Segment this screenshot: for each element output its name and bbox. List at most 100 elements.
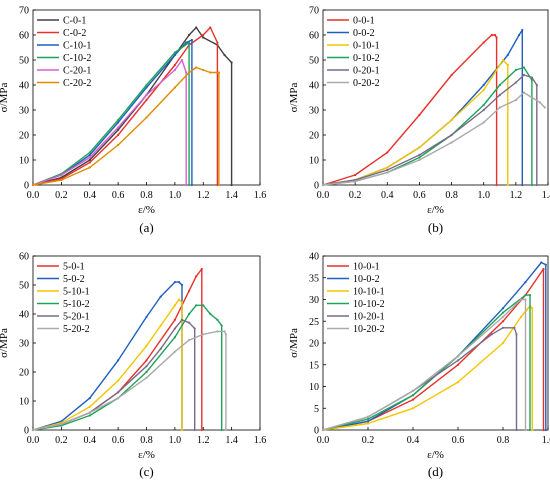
data-point-5-0-2 [88, 397, 91, 400]
x-tick-label: 1.0 [169, 435, 182, 446]
x-tick-label: 0.6 [112, 190, 125, 201]
series-line-5-20-1 [32, 319, 196, 431]
y-tick-label: 30 [309, 106, 319, 117]
data-point-0-20-2 [321, 183, 325, 187]
legend-label-0-0-1: 0-0-1 [353, 16, 375, 27]
data-point-0-10-2 [418, 156, 421, 159]
y-tick-label: 10 [309, 382, 319, 393]
data-point-5-0-1 [145, 359, 148, 362]
x-axis-label: ε/% [138, 204, 155, 216]
data-point-0-10-2 [498, 83, 501, 87]
data-point-10-0-1 [456, 363, 460, 366]
legend-label-0-0-2: 0-0-2 [353, 28, 375, 39]
data-point-0-0-1 [354, 173, 357, 177]
x-tick-label: 1.4 [225, 435, 238, 446]
data-point-5-20-1 [193, 327, 196, 330]
data-point-0-20-2 [543, 106, 546, 109]
data-point-C-20-2 [88, 166, 91, 169]
data-point-5-10-2 [88, 414, 91, 417]
data-point-C-20-2 [31, 183, 35, 187]
series-line-5-10-2 [32, 304, 223, 431]
data-point-C-20-1 [180, 58, 184, 62]
panel-label: (a) [139, 220, 153, 235]
legend-label-5-10-2: 5-10-2 [63, 299, 90, 310]
data-point-C-0-2 [145, 98, 148, 102]
data-point-10-0-1 [501, 320, 505, 323]
y-tick-label: 30 [19, 339, 29, 350]
data-point-C-10-2 [117, 118, 120, 122]
data-point-10-10-2 [411, 394, 415, 397]
legend-label-0-20-2: 0-20-2 [353, 78, 380, 89]
data-point-C-20-2 [188, 71, 191, 74]
x-tick-label: 1.2 [510, 190, 523, 201]
y-tick-label: 70 [309, 6, 319, 17]
data-point-C-10-2 [145, 83, 148, 87]
x-axis-label: ε/% [427, 204, 444, 216]
data-point-C-20-1 [117, 126, 120, 129]
y-tick-label: 5 [314, 404, 319, 415]
y-tick-label: 60 [19, 252, 29, 263]
chart-panel-a: 0 10 20 30 40 50 60 70 0.0 0.2 0.4 0.6 0.8 1.0 1.2 1.4 1… [0, 6, 266, 236]
data-point-C-0-1 [195, 26, 198, 29]
legend-label-5-10-1: 5-10-1 [63, 287, 90, 298]
y-tick-label: 40 [309, 81, 319, 92]
legend: 10-0-110-0-2 10-10-110-10-2 10-20-110-20-2 [327, 262, 385, 335]
data-point-5-20-1 [117, 391, 120, 394]
data-point-0-0-1 [493, 33, 497, 37]
data-point-10-10-2 [501, 311, 505, 314]
x-tick-label: 0.0 [27, 190, 40, 201]
x-tick-label: 1.0 [477, 190, 490, 201]
data-point-0-10-2 [482, 103, 485, 107]
data-point-5-20-2 [60, 423, 63, 426]
y-tick-label: 40 [309, 252, 319, 263]
y-axis-label: σ/MPa [0, 83, 10, 113]
y-tick-label: 10 [309, 156, 319, 167]
data-point-C-20-2 [60, 178, 63, 182]
data-point-C-0-1 [230, 183, 233, 187]
data-point-10-0-2 [501, 307, 505, 310]
data-point-0-0-1 [450, 73, 453, 77]
y-tick-label: 35 [309, 273, 319, 284]
legend-label-C-0-2: C-0-2 [63, 28, 86, 39]
data-point-C-10-2 [188, 41, 191, 44]
data-point-0-20-1 [535, 183, 538, 187]
data-point-5-20-2 [31, 428, 35, 432]
data-point-0-0-2 [518, 33, 521, 37]
data-point-0-10-1 [506, 183, 509, 187]
y-tick-label: 15 [309, 360, 319, 371]
data-point-10-0-2 [544, 428, 547, 432]
plot-frame [322, 9, 549, 186]
data-point-10-20-2 [519, 298, 523, 301]
data-point-5-0-2 [173, 281, 176, 284]
data-point-10-20-2 [321, 428, 325, 432]
data-point-5-10-1 [178, 298, 181, 301]
data-point-10-0-2 [544, 263, 547, 266]
y-axis-label: σ/MPa [288, 83, 300, 113]
x-tick-label: 0.0 [317, 190, 330, 201]
data-point-0-0-2 [521, 28, 524, 32]
data-point-5-20-1 [173, 327, 176, 330]
series-line-C-10-2 [32, 41, 190, 186]
legend-label-10-20-2: 10-20-2 [353, 324, 385, 335]
data-point-C-0-2 [202, 33, 205, 37]
x-tick-label: 1.0 [542, 435, 550, 446]
x-tick-label: 0.8 [140, 435, 153, 446]
data-point-0-0-1 [490, 33, 493, 37]
data-point-0-10-1 [506, 63, 509, 67]
y-tick-label: 0 [314, 426, 319, 437]
y-tick-label: 20 [309, 339, 319, 350]
legend-label-0-10-1: 0-10-1 [353, 41, 380, 52]
data-point-10-20-1 [456, 359, 460, 362]
legend-label-C-20-2: C-20-2 [63, 78, 91, 89]
y-axis-label: σ/MPa [288, 328, 300, 358]
legend-label-10-0-2: 10-0-2 [353, 274, 380, 285]
data-point-0-0-1 [495, 183, 498, 187]
data-point-0-10-2 [522, 66, 526, 69]
data-point-10-0-2 [540, 261, 543, 264]
data-point-10-20-1 [515, 428, 518, 432]
x-tick-label: 0.2 [349, 190, 362, 201]
data-point-5-20-1 [159, 347, 162, 350]
y-tick-label: 30 [309, 295, 319, 306]
series-line-0-20-2 [322, 91, 546, 186]
y-axis-label: σ/MPa [0, 328, 10, 358]
